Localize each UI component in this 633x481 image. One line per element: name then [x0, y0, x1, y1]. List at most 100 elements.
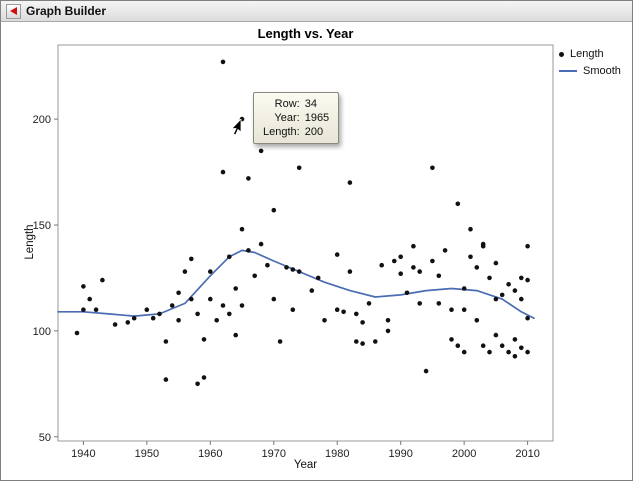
data-point[interactable]	[258, 241, 264, 247]
data-point[interactable]	[208, 269, 213, 274]
scatter-plot-svg[interactable]: 1940 1950 1960 1970 1980 1990 2000 2010 50 100 150…	[1, 22, 633, 481]
data-point[interactable]	[163, 377, 169, 382]
data-point[interactable]	[271, 296, 277, 302]
data-point[interactable]	[385, 318, 391, 323]
data-point[interactable]	[296, 165, 302, 171]
data-point[interactable]	[474, 265, 480, 270]
data-point[interactable]	[195, 311, 200, 317]
data-point[interactable]	[347, 180, 353, 185]
data-point[interactable]	[519, 275, 524, 281]
data-point[interactable]	[480, 343, 486, 349]
data-point[interactable]	[284, 265, 289, 270]
data-point[interactable]	[430, 258, 435, 264]
data-point[interactable]	[423, 368, 429, 374]
data-point[interactable]	[87, 296, 92, 302]
data-point[interactable]	[468, 226, 473, 232]
data-point[interactable]	[258, 148, 264, 154]
data-point[interactable]	[487, 275, 492, 281]
data-point[interactable]	[525, 315, 530, 321]
data-point[interactable]	[220, 303, 226, 308]
data-point[interactable]	[392, 258, 397, 264]
data-point[interactable]	[449, 307, 454, 313]
data-point[interactable]	[81, 307, 86, 313]
data-point[interactable]	[208, 296, 213, 302]
data-point[interactable]	[499, 343, 505, 349]
data-point[interactable]	[487, 349, 492, 355]
data-point[interactable]	[512, 288, 518, 293]
data-point[interactable]	[436, 273, 442, 279]
data-point[interactable]	[442, 248, 448, 253]
data-point[interactable]	[290, 267, 296, 272]
data-point[interactable]	[506, 349, 511, 355]
data-point[interactable]	[493, 296, 499, 302]
data-point[interactable]	[322, 318, 327, 323]
data-point[interactable]	[195, 381, 200, 387]
data-point[interactable]	[252, 273, 257, 279]
data-point[interactable]	[468, 254, 473, 260]
data-point[interactable]	[379, 262, 385, 268]
data-point[interactable]	[512, 354, 518, 359]
data-point[interactable]	[461, 307, 467, 313]
data-point[interactable]	[398, 254, 404, 260]
data-point[interactable]	[265, 262, 270, 268]
data-point[interactable]	[385, 328, 391, 334]
data-point[interactable]	[480, 243, 486, 249]
data-point[interactable]	[233, 332, 238, 338]
data-point[interactable]	[525, 243, 530, 249]
data-point[interactable]	[417, 269, 423, 274]
data-point[interactable]	[512, 337, 518, 342]
data-point[interactable]	[163, 339, 169, 344]
legend-item-smooth[interactable]: Smooth	[559, 65, 621, 77]
data-point[interactable]	[100, 277, 105, 283]
data-point[interactable]	[239, 303, 245, 308]
data-point[interactable]	[398, 271, 404, 276]
data-point[interactable]	[525, 277, 530, 283]
data-point[interactable]	[246, 248, 251, 253]
data-point[interactable]	[144, 307, 150, 313]
data-point[interactable]	[201, 375, 207, 380]
data-point[interactable]	[220, 169, 226, 175]
data-point[interactable]	[455, 343, 461, 349]
data-point[interactable]	[347, 269, 353, 274]
data-point[interactable]	[315, 275, 321, 281]
data-point[interactable]	[125, 320, 131, 325]
data-point[interactable]	[334, 307, 340, 313]
data-point[interactable]	[334, 252, 340, 257]
data-point[interactable]	[150, 315, 156, 321]
data-point[interactable]	[373, 339, 378, 344]
data-point[interactable]	[366, 301, 372, 306]
data-point[interactable]	[277, 339, 283, 344]
legend-item-length[interactable]: Length	[559, 48, 621, 60]
data-point[interactable]	[157, 311, 162, 317]
data-point[interactable]	[296, 269, 302, 274]
data-point[interactable]	[493, 332, 499, 338]
data-point[interactable]	[461, 349, 467, 355]
data-point[interactable]	[239, 226, 245, 232]
data-point[interactable]	[493, 260, 499, 266]
red-triangle-menu-icon[interactable]	[6, 3, 21, 19]
data-point[interactable]	[411, 243, 416, 249]
data-point[interactable]	[176, 318, 181, 323]
data-point[interactable]	[233, 286, 238, 291]
data-point[interactable]	[436, 301, 442, 306]
data-point[interactable]	[417, 301, 423, 306]
data-point[interactable]	[182, 269, 188, 274]
data-point[interactable]	[227, 311, 232, 317]
data-point[interactable]	[404, 290, 410, 296]
data-point[interactable]	[449, 337, 454, 342]
data-point[interactable]	[246, 176, 251, 181]
data-point[interactable]	[220, 59, 226, 65]
data-point[interactable]	[461, 286, 467, 291]
data-point[interactable]	[360, 341, 365, 346]
data-point[interactable]	[430, 165, 435, 171]
data-point[interactable]	[290, 307, 296, 313]
data-point[interactable]	[189, 296, 194, 302]
data-point[interactable]	[341, 309, 346, 315]
data-point[interactable]	[455, 201, 461, 207]
data-point[interactable]	[169, 303, 175, 308]
data-point[interactable]	[189, 256, 194, 262]
data-point[interactable]	[309, 288, 315, 293]
data-point[interactable]	[131, 315, 137, 321]
data-point[interactable]	[227, 254, 232, 260]
data-point[interactable]	[360, 320, 365, 325]
